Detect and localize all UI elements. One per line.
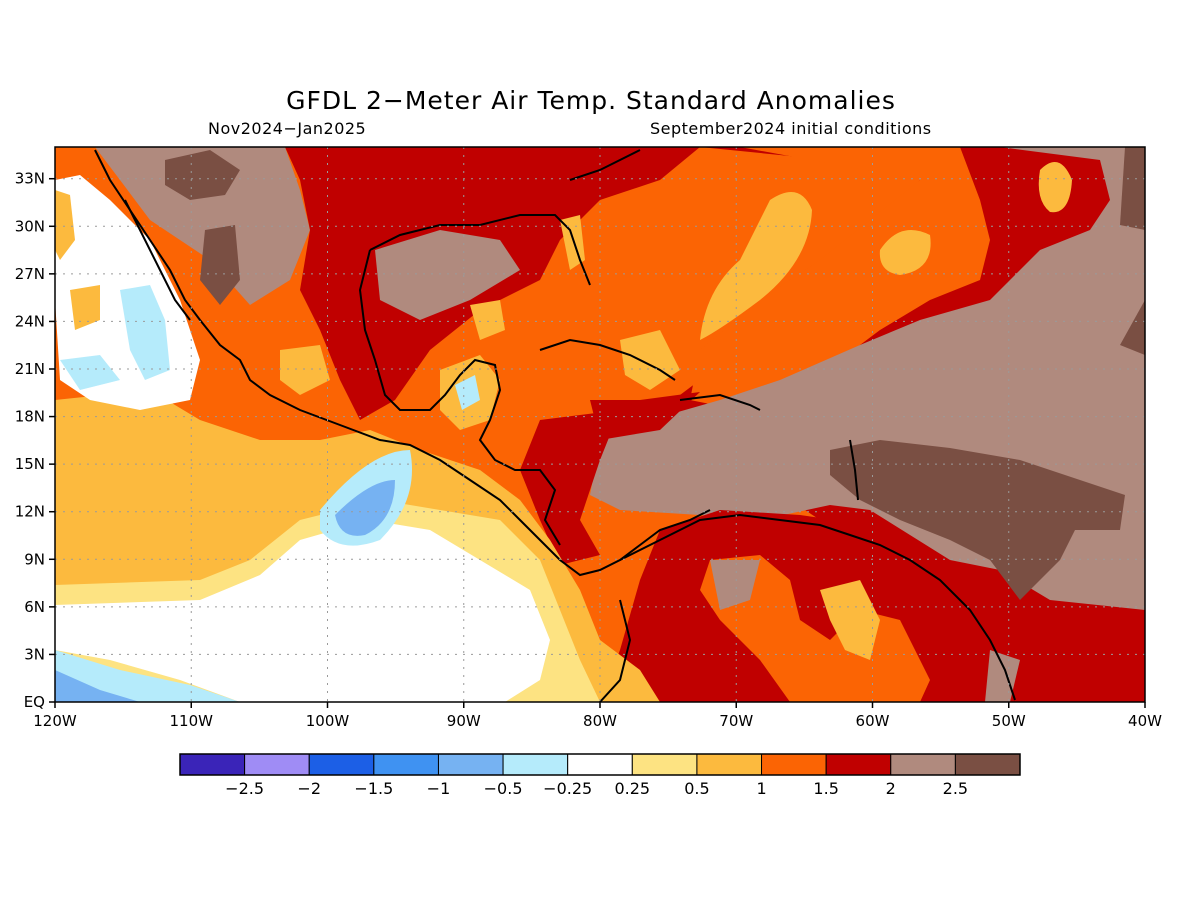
coast-us-gulf	[369, 214, 591, 286]
coast-hispaniola	[679, 393, 761, 411]
field-cyan-yucatan	[455, 375, 480, 410]
map-title: GFDL 2−Meter Air Temp. Standard Anomalie…	[286, 86, 896, 115]
colorbar-swatch	[179, 753, 246, 776]
field-red-central	[520, 410, 620, 565]
lat-tick-label: 3N	[24, 645, 45, 663]
colorbar-label: −0.5	[484, 779, 523, 798]
colorbar-frame	[179, 753, 1021, 776]
field-yellow-venezuela	[820, 580, 880, 660]
lat-tick-label: 21N	[15, 360, 45, 378]
field-tan-gulf-top	[375, 230, 520, 320]
colorbar-label: 0.5	[684, 779, 709, 798]
lon-tick-label: 80W	[583, 712, 617, 730]
field-blue-sw	[55, 670, 140, 702]
lat-tick-label: 6N	[24, 598, 45, 616]
colorbar-label: 1.5	[813, 779, 838, 798]
coast-pacific-mexico	[94, 149, 711, 577]
colorbar-swatch	[502, 753, 569, 776]
colorbar-label: −1.5	[354, 779, 393, 798]
field-yellow-cuba	[620, 330, 680, 390]
coast-baja	[124, 199, 191, 321]
field-yellow-w	[55, 190, 75, 260]
colorbar-swatch	[954, 753, 1021, 776]
lat-tick-label: 12N	[15, 503, 45, 521]
lon-tick-label: 60W	[856, 712, 890, 730]
colorbar-swatch	[631, 753, 698, 776]
lon-tick-label: 110W	[170, 712, 214, 730]
coast-colombia-pacific	[599, 599, 632, 702]
lon-tick-label: 40W	[1128, 712, 1162, 730]
field-blue-pacific	[335, 480, 395, 536]
lon-tick-label: 70W	[719, 712, 753, 730]
lat-tick-label: 30N	[15, 217, 45, 235]
colorbar-swatch	[437, 753, 504, 776]
colorbar-label: −0.25	[543, 779, 592, 798]
colorbar-label: 2	[886, 779, 896, 798]
lat-tick-label: EQ	[24, 693, 45, 711]
field-cyan-sw	[55, 650, 240, 702]
lon-tick-label: 90W	[447, 712, 481, 730]
colorbar-swatch	[244, 753, 310, 776]
field-cyan-baja2	[60, 355, 120, 390]
lat-tick-label: 33N	[15, 170, 45, 188]
colorbar-swatch	[761, 753, 827, 776]
colorbar-swatch	[696, 753, 763, 776]
field-tan-colombia	[710, 560, 760, 610]
gridlines	[55, 147, 1145, 702]
field-tan-nw	[95, 147, 310, 305]
field-yellow-w2	[70, 285, 100, 330]
field-dark-ne	[1120, 147, 1145, 230]
colorbar-swatch	[373, 753, 439, 776]
field-orange-atlantic	[690, 147, 990, 410]
colorbar-swatch	[890, 753, 956, 776]
colorbar-label: 0.25	[614, 779, 650, 798]
lon-axis: 120W 110W 100W 90W 80W 70W 60W 50W 40W	[33, 702, 1162, 730]
coast-us-atlantic	[569, 149, 641, 181]
colorbar-label: 1	[756, 779, 766, 798]
coast-gulf-mexico	[358, 249, 561, 546]
field-yellow-atlantic2	[879, 230, 931, 275]
colorbar-swatch	[308, 753, 375, 776]
field-white-pacific	[55, 520, 550, 702]
field-yellow-gulf	[470, 300, 505, 340]
lat-tick-label: 18N	[15, 408, 45, 426]
field-dark-baja	[200, 225, 240, 305]
forecast-period: Nov2024−Jan2025	[208, 119, 367, 138]
lon-tick-label: 120W	[33, 712, 77, 730]
field-cyan-baja	[120, 285, 170, 380]
colorbar-swatch	[825, 753, 892, 776]
field-yellow-atlantic	[700, 192, 812, 340]
lat-tick-label: 24N	[15, 312, 45, 330]
field-red-brazil	[1020, 650, 1145, 702]
lat-tick-label: 9N	[24, 550, 45, 568]
field-red-caribbean	[590, 392, 700, 440]
colorbar-label: −1	[427, 779, 451, 798]
coast-cuba	[539, 338, 676, 381]
initial-conditions: September2024 initial conditions	[650, 119, 932, 138]
lon-tick-label: 50W	[992, 712, 1026, 730]
field-dark-e	[1120, 300, 1145, 355]
colorbar-label: −2.5	[225, 779, 264, 798]
lat-tick-label: 15N	[15, 455, 45, 473]
coastlines	[94, 149, 1016, 702]
field-orange-venezuela	[700, 555, 930, 702]
field-dark-antilles	[830, 440, 1125, 600]
coast-antilles	[849, 439, 859, 501]
field-yellow-atlantic3	[1038, 162, 1072, 213]
colorbar: −2.5 −2 −1.5 −1 −0.5 −0.25 0.25 0.5 1 1.5 2 2.5	[179, 753, 1021, 798]
coast-south-america	[619, 513, 1016, 701]
lat-tick-label: 27N	[15, 265, 45, 283]
field-yellow-mexico	[280, 345, 330, 395]
lat-axis: EQ 3N 6N 9N 12N 15N 18N 21N 24N 27N 30N 33N	[15, 170, 55, 711]
anomaly-field	[55, 147, 1145, 702]
colorbar-swatch	[567, 753, 633, 776]
colorbar-label: 2.5	[943, 779, 968, 798]
colorbar-label: −2	[297, 779, 321, 798]
field-dark-nw	[165, 150, 240, 200]
lon-tick-label: 100W	[306, 712, 350, 730]
